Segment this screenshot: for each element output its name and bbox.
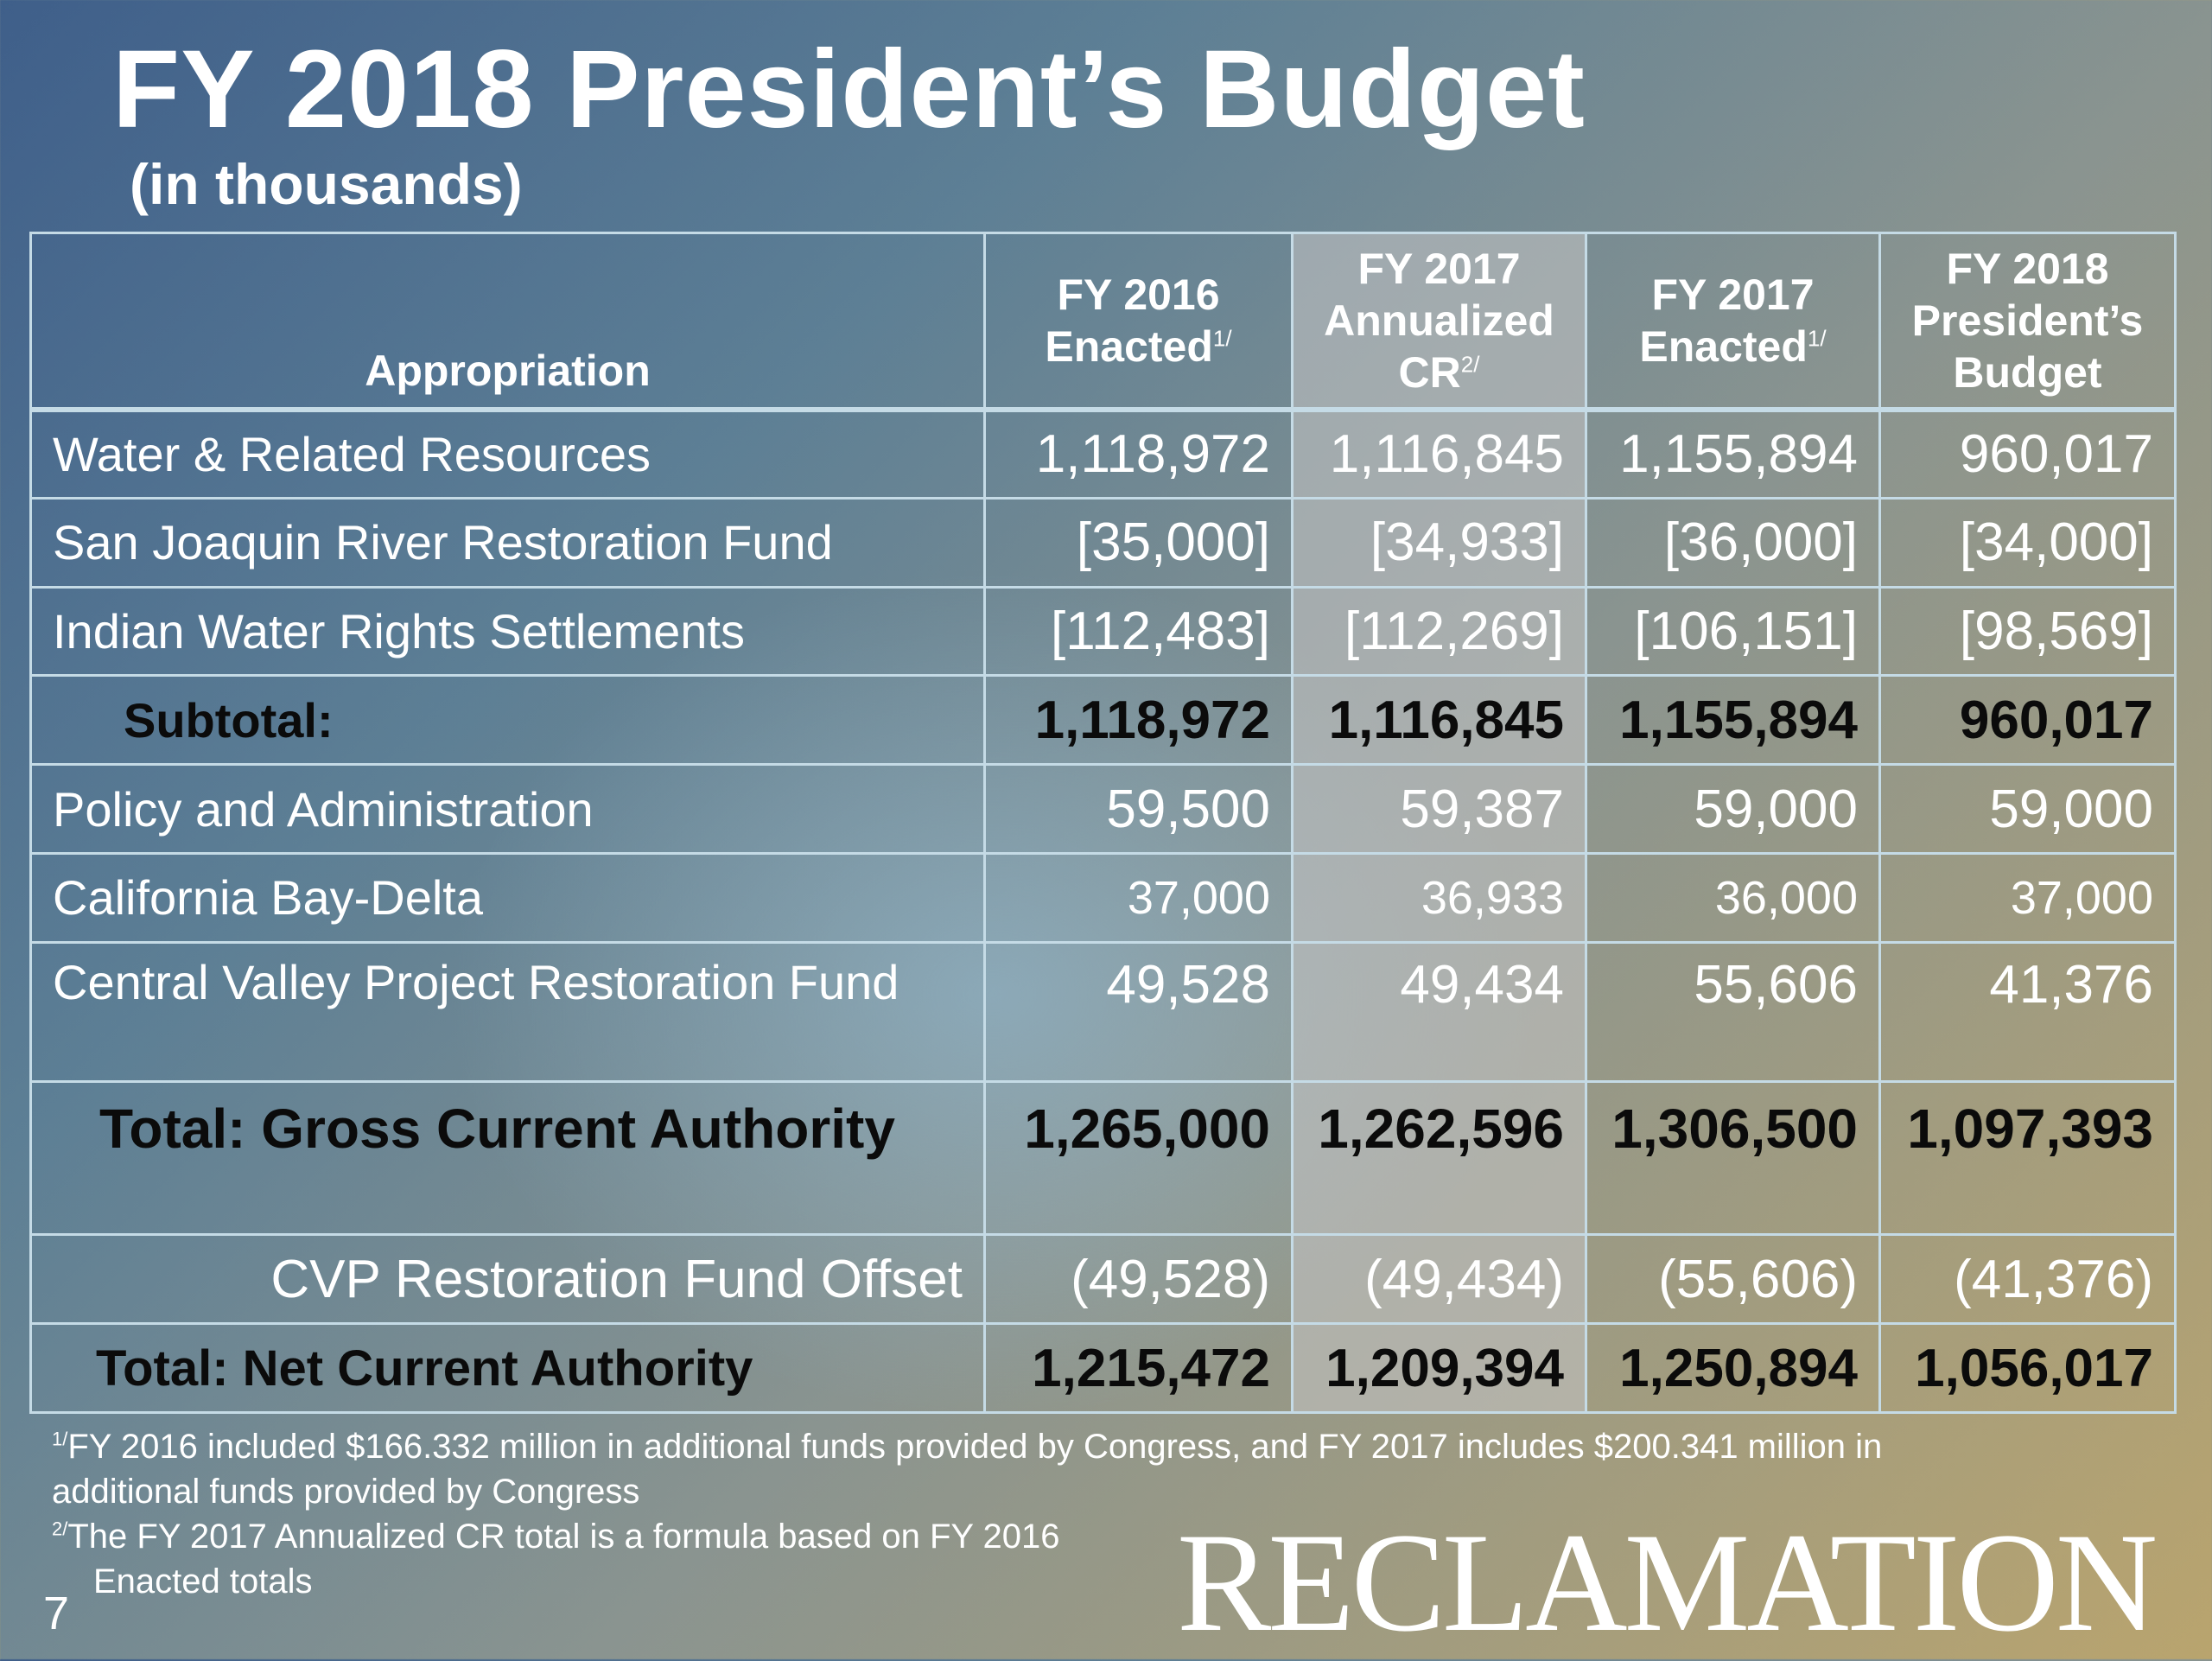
header-fy2017-annualized-cr: FY 2017 Annualized CR2/ xyxy=(1291,232,1587,412)
cell-fy2017-enacted: [36,000] xyxy=(1585,496,1881,589)
cell-fy2016: 37,000 xyxy=(983,851,1294,944)
net-authority-row: Total: Net Current Authority 1,215,472 1… xyxy=(29,1322,2177,1414)
cell-fy2018: [34,000] xyxy=(1878,496,2177,589)
cell-fy2017-cr: (49,434) xyxy=(1291,1233,1587,1326)
row-label: CVP Restoration Fund Offset xyxy=(29,1233,986,1326)
row-label: Total: Gross Current Authority xyxy=(29,1080,986,1237)
subtotal-row: Subtotal: 1,118,972 1,116,845 1,155,894 … xyxy=(29,674,2177,767)
cell-fy2018: 37,000 xyxy=(1878,851,2177,944)
cell-fy2016: 1,265,000 xyxy=(983,1080,1294,1237)
cell-fy2016: [35,000] xyxy=(983,496,1294,589)
cell-fy2018: 1,056,017 xyxy=(1878,1322,2177,1414)
row-label: Policy and Administration xyxy=(29,763,986,855)
cell-fy2016: 1,118,972 xyxy=(983,674,1294,767)
cell-fy2016: 1,215,472 xyxy=(983,1322,1294,1414)
cell-fy2016: (49,528) xyxy=(983,1233,1294,1326)
cell-fy2017-cr: 59,387 xyxy=(1291,763,1587,855)
cell-fy2017-enacted: [106,151] xyxy=(1585,585,1881,678)
cell-fy2018: 960,017 xyxy=(1878,408,2177,500)
cell-fy2017-enacted: 1,155,894 xyxy=(1585,408,1881,500)
cell-fy2017-enacted: 55,606 xyxy=(1585,940,1881,1084)
cell-fy2017-cr: [34,933] xyxy=(1291,496,1587,589)
cell-fy2018: 41,376 xyxy=(1878,940,2177,1084)
row-label: Subtotal: xyxy=(29,674,986,767)
cell-fy2016: [112,483] xyxy=(983,585,1294,678)
cell-fy2018: (41,376) xyxy=(1878,1233,2177,1326)
header-fy2018-presidents-budget: FY 2018 President’s Budget xyxy=(1878,232,2177,412)
offset-row: CVP Restoration Fund Offset (49,528) (49… xyxy=(29,1233,2177,1326)
table-header-row: Appropriation FY 2016 Enacted1/ FY 2017 … xyxy=(29,232,2177,412)
cell-fy2017-cr: 1,262,596 xyxy=(1291,1080,1587,1237)
row-label: San Joaquin River Restoration Fund xyxy=(29,496,986,589)
header-appropriation: Appropriation xyxy=(29,232,986,412)
cell-fy2016: 1,118,972 xyxy=(983,408,1294,500)
footnote-1-continued: additional funds provided by Congress xyxy=(52,1473,640,1511)
cell-fy2017-enacted: 1,306,500 xyxy=(1585,1080,1881,1237)
row-label: Indian Water Rights Settlements xyxy=(29,585,986,678)
cell-fy2018: 960,017 xyxy=(1878,674,2177,767)
cell-fy2018: [98,569] xyxy=(1878,585,2177,678)
cell-fy2017-cr: 1,209,394 xyxy=(1291,1322,1587,1414)
footnote-2-continued: Enacted totals xyxy=(93,1562,313,1601)
row-label: California Bay-Delta xyxy=(29,851,986,944)
table-row: San Joaquin River Restoration Fund [35,0… xyxy=(29,496,2177,589)
reclamation-logo: RECLAMATION xyxy=(1177,1505,2158,1661)
header-fy2016-enacted: FY 2016 Enacted1/ xyxy=(983,232,1294,412)
header-fy2017-enacted: FY 2017 Enacted1/ xyxy=(1585,232,1881,412)
footnote-1: 1/FY 2016 included $166.332 million in a… xyxy=(52,1428,1883,1466)
table-row: Water & Related Resources 1,118,972 1,11… xyxy=(29,408,2177,500)
row-label: Central Valley Project Restoration Fund xyxy=(29,940,986,1084)
budget-table: Appropriation FY 2016 Enacted1/ FY 2017 … xyxy=(29,232,2177,1414)
cell-fy2017-enacted: 1,250,894 xyxy=(1585,1322,1881,1414)
table-row: Central Valley Project Restoration Fund … xyxy=(29,940,2177,1084)
table-row: Indian Water Rights Settlements [112,483… xyxy=(29,585,2177,678)
cell-fy2018: 59,000 xyxy=(1878,763,2177,855)
footnote-2: 2/The FY 2017 Annualized CR total is a f… xyxy=(52,1518,1060,1556)
page-number: 7 xyxy=(43,1588,70,1639)
slide-subtitle: (in thousands) xyxy=(130,152,523,216)
cell-fy2017-cr: 1,116,845 xyxy=(1291,674,1587,767)
table-row: California Bay-Delta 37,000 36,933 36,00… xyxy=(29,851,2177,944)
cell-fy2017-enacted: 59,000 xyxy=(1585,763,1881,855)
footnotes: 1/FY 2016 included $166.332 million in a… xyxy=(52,1424,2108,1604)
cell-fy2017-cr: 1,116,845 xyxy=(1291,408,1587,500)
cell-fy2017-cr: 49,434 xyxy=(1291,940,1587,1084)
cell-fy2017-cr: 36,933 xyxy=(1291,851,1587,944)
cell-fy2017-enacted: 36,000 xyxy=(1585,851,1881,944)
cell-fy2017-cr: [112,269] xyxy=(1291,585,1587,678)
row-label: Total: Net Current Authority xyxy=(29,1322,986,1414)
cell-fy2017-enacted: (55,606) xyxy=(1585,1233,1881,1326)
cell-fy2016: 49,528 xyxy=(983,940,1294,1084)
row-label: Water & Related Resources xyxy=(29,408,986,500)
gross-authority-row: Total: Gross Current Authority 1,265,000… xyxy=(29,1080,2177,1237)
cell-fy2017-enacted: 1,155,894 xyxy=(1585,674,1881,767)
cell-fy2018: 1,097,393 xyxy=(1878,1080,2177,1237)
table-row: Policy and Administration 59,500 59,387 … xyxy=(29,763,2177,855)
cell-fy2016: 59,500 xyxy=(983,763,1294,855)
slide-title: FY 2018 President’s Budget xyxy=(112,28,1586,151)
